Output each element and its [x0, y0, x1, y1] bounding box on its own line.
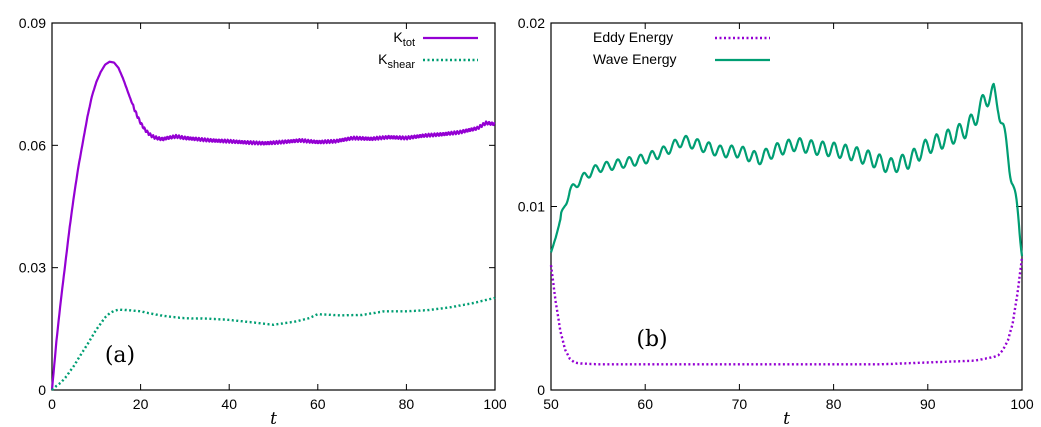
- legend-label-sub: tot: [403, 37, 415, 49]
- series-line-1: [549, 82, 1024, 257]
- plot-frame: [550, 22, 1023, 391]
- series-line-0: [50, 60, 496, 391]
- y-tick-label: 0: [38, 382, 46, 398]
- x-tick-label: 100: [1010, 396, 1034, 412]
- y-tick-label: 0.09: [19, 15, 46, 31]
- x-tick-label: 70: [732, 396, 748, 412]
- y-tick-label: 0.02: [518, 15, 545, 31]
- legend-label-1: Wave Energy: [593, 51, 677, 67]
- x-tick-label: 50: [543, 396, 559, 412]
- panel-label: (a): [105, 343, 135, 368]
- legend-label-main: K: [378, 51, 388, 67]
- x-tick-label: 90: [920, 396, 936, 412]
- legend-entry-0: Eddy Energy: [593, 29, 770, 45]
- legend-label-0: Eddy Energy: [593, 29, 673, 45]
- x-tick-label: 80: [399, 396, 415, 412]
- x-axis-label: t: [270, 409, 277, 427]
- legend-label-main: K: [393, 29, 403, 45]
- legend-label-0: Ktot: [393, 29, 415, 49]
- series-line-0: [549, 257, 1024, 366]
- legend-label-sub: shear: [387, 59, 415, 71]
- panel-label: (b): [636, 327, 667, 352]
- series-line-1: [51, 296, 496, 391]
- legend-entry-1: Wave Energy: [593, 51, 770, 67]
- x-tick-label: 60: [637, 396, 653, 412]
- legend-entry-1: Kshear: [378, 51, 478, 71]
- y-tick-label: 0: [537, 382, 545, 398]
- y-tick-label: 0.06: [19, 137, 46, 153]
- legend-label-1: Kshear: [378, 51, 415, 71]
- x-axis-label: t: [783, 409, 790, 427]
- plot-frame: [51, 22, 496, 391]
- chart-panel-b: 50 60 70 80 90 100 0 0.01 0.02 t Eddy Energy Wave E…: [518, 15, 1034, 427]
- legend-entry-0: Ktot: [393, 29, 478, 49]
- x-tick-label: 0: [48, 396, 56, 412]
- x-tick-label: 60: [310, 396, 326, 412]
- x-tick-label: 40: [221, 396, 237, 412]
- y-tick-label: 0.03: [19, 260, 46, 276]
- y-tick-label: 0.01: [518, 199, 545, 215]
- x-tick-label: 20: [133, 396, 149, 412]
- x-tick-label: 80: [826, 396, 842, 412]
- x-tick-label: 100: [483, 396, 507, 412]
